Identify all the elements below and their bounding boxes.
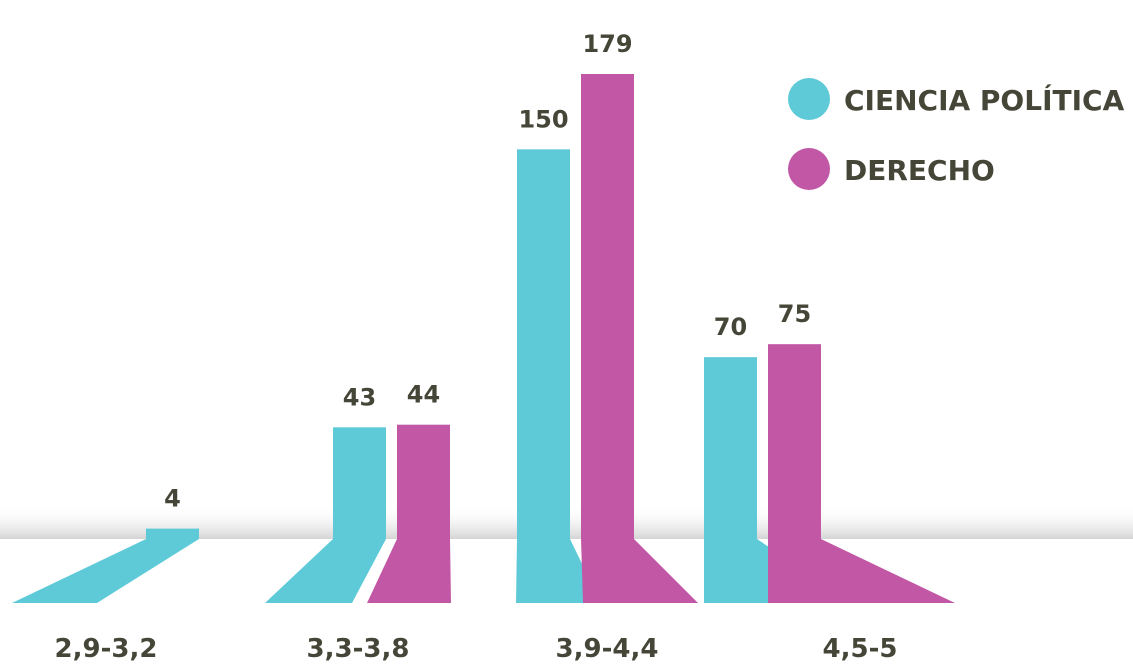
x-tick-label: 2,9-3,2 <box>55 634 158 662</box>
bar <box>581 74 634 539</box>
bar-floor-projection <box>367 539 451 603</box>
x-tick-label: 3,9-4,4 <box>556 634 659 662</box>
data-label: 70 <box>714 313 747 341</box>
bar <box>146 528 199 539</box>
bar <box>517 149 570 539</box>
bar-floor-projection <box>265 539 386 603</box>
legend-label: CIENCIA POLÍTICA <box>844 83 1125 117</box>
data-label: 4 <box>164 485 181 513</box>
data-label: 43 <box>343 383 376 411</box>
data-label: 179 <box>582 30 632 58</box>
legend-swatch <box>788 78 830 120</box>
legend-swatch <box>788 148 830 190</box>
bar-floor-projection <box>12 539 199 603</box>
bar-floor-projection <box>516 539 601 603</box>
x-tick-label: 4,5-5 <box>823 634 898 662</box>
data-label: 150 <box>518 105 568 133</box>
bar <box>704 357 757 539</box>
bar-floor-projection <box>581 539 698 603</box>
labels-layer: 4 43 150 70 44 179 75 2,9-3,2 3,3-3,8 3,9-4,4 4,5-… <box>55 30 898 664</box>
legend: CIENCIA POLÍTICA DERECHO <box>788 78 1125 190</box>
bar-floor-projection <box>768 539 955 603</box>
legend-label: DERECHO <box>844 154 995 187</box>
data-label: 75 <box>778 300 811 328</box>
bars-layer <box>12 74 955 603</box>
bar <box>333 427 386 539</box>
x-tick-label: 3,3-3,8 <box>307 634 410 662</box>
data-label: 44 <box>407 381 440 409</box>
bar <box>397 424 450 539</box>
bar <box>768 344 821 539</box>
